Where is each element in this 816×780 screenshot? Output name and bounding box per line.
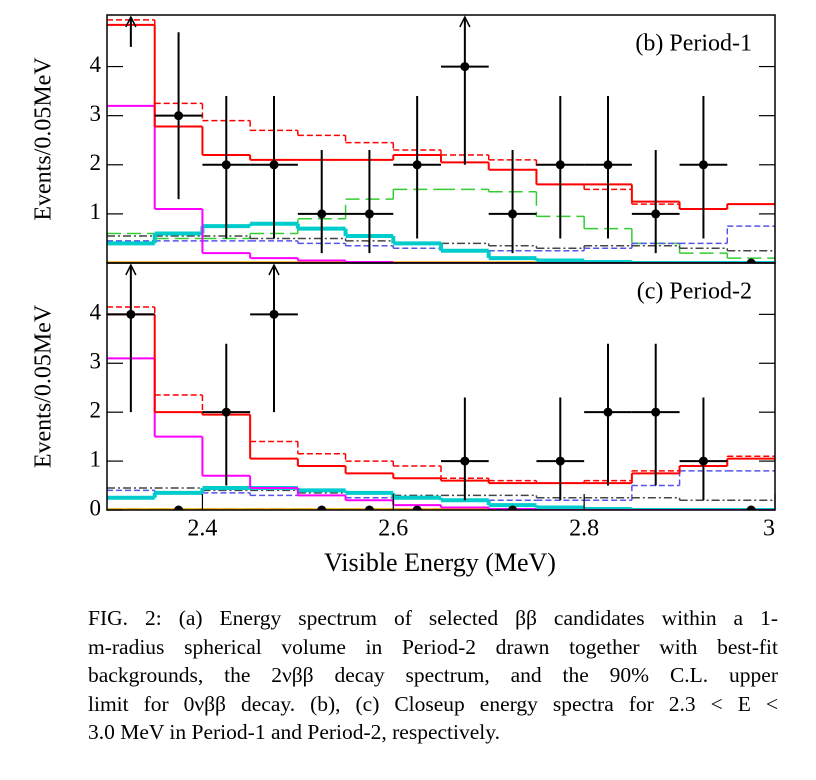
caption-line: backgrounds, the 2νββ decay spectrum, an… (88, 663, 778, 687)
data-point (174, 505, 184, 510)
x-tick-label: 3 (763, 516, 775, 542)
y-tick-label: 4 (90, 52, 102, 77)
arrow-head (459, 15, 471, 28)
data-point (651, 209, 661, 219)
panel-label: (b) Period-1 (635, 31, 752, 57)
x-axis-label: Visible Energy (MeV) (324, 548, 556, 577)
arrow-head (268, 263, 280, 276)
data-point (603, 407, 613, 417)
figure: 1 2 3 4 (b) Period-1 Events/0.05MeV 0 1 2 3 4 2.4 2.… (31, 14, 776, 577)
y-tick-label: 1 (90, 446, 102, 471)
data-point (412, 505, 422, 510)
arrow-head (125, 15, 137, 28)
data-point (508, 209, 518, 219)
data-point (508, 505, 518, 510)
data-point (174, 111, 184, 121)
data-point (460, 456, 470, 466)
y-axis-label: Events/0.05MeV (31, 304, 57, 468)
frame (106, 262, 776, 511)
x-tick-label: 2.8 (569, 516, 599, 542)
y-tick-label: 3 (90, 349, 102, 374)
data-point (746, 258, 756, 263)
x-tick-label: 2.6 (378, 516, 408, 542)
data-point (698, 160, 708, 170)
panel-label: (c) Period-2 (637, 279, 752, 305)
data-point (555, 160, 565, 170)
y-tick-label: 0 (90, 495, 102, 520)
data-point (698, 456, 708, 466)
caption-line: m-radius spherical volume in Period-2 dr… (88, 634, 778, 659)
x-tick-label: 2.4 (187, 516, 217, 542)
data-point (317, 209, 327, 219)
data-point (364, 209, 374, 219)
arrow-head (125, 263, 137, 276)
data-point (126, 309, 136, 319)
data-point (555, 456, 565, 466)
data-point (221, 407, 231, 417)
data-point (412, 160, 422, 170)
data-point (460, 62, 470, 72)
y-tick-label: 2 (90, 150, 102, 175)
y-axis-label: Events/0.05MeV (31, 57, 57, 221)
y-tick-label: 3 (90, 101, 102, 126)
data-point (364, 505, 374, 510)
plot-area (107, 15, 775, 263)
data-point (603, 160, 613, 170)
data-point (317, 505, 327, 510)
data-point (746, 505, 756, 510)
plot-area (107, 263, 775, 510)
y-tick-label: 1 (90, 199, 102, 224)
data-point (269, 160, 279, 170)
data-point (221, 160, 231, 170)
caption-line: limit for 0νββ decay. (b), (c) Closeup e… (88, 691, 778, 716)
y-tick-label: 4 (90, 300, 102, 325)
caption: FIG. 2: (a) Energy spectrum of selected … (88, 604, 778, 747)
data-point (269, 309, 279, 319)
caption-line: 3.0 MeV in Period-1 and Period-2, respec… (88, 720, 500, 744)
data-point (651, 407, 661, 417)
y-tick-label: 2 (90, 397, 102, 422)
caption-line: FIG. 2: (a) Energy spectrum of selected … (88, 606, 778, 630)
